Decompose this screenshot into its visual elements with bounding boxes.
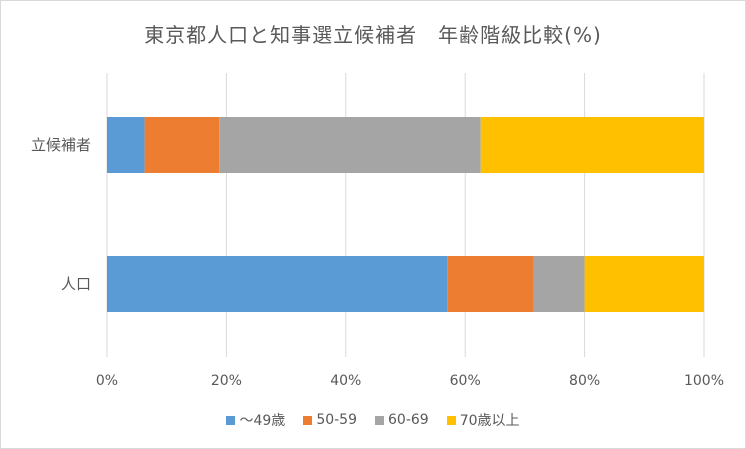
x-tick-label: 20% <box>211 373 242 389</box>
bar-segment <box>480 117 704 173</box>
legend-item: 60-69 <box>375 410 429 430</box>
legend-swatch <box>446 415 456 425</box>
legend: ～49歳 50-59 60-69 70歳以上 <box>1 410 745 430</box>
legend-swatch <box>226 415 236 425</box>
legend-swatch <box>303 415 313 425</box>
chart-title: 東京都人口と知事選立候補者 年齢階級比較(%) <box>144 23 602 47</box>
x-tick-label: 80% <box>569 373 600 389</box>
legend-label: 70歳以上 <box>459 413 520 429</box>
bar-segment <box>533 256 585 312</box>
x-tick-label: 100% <box>684 373 724 389</box>
legend-swatch <box>375 415 384 425</box>
legend-item: 70歳以上 <box>446 410 520 430</box>
bar-segment <box>447 256 534 312</box>
bar-segment <box>144 117 220 173</box>
category-label: 人口 <box>61 275 91 293</box>
x-tick-label: 0% <box>96 373 118 389</box>
bar-segment <box>107 117 145 173</box>
x-tick-label: 40% <box>330 373 361 389</box>
legend-item: ～49歳 <box>226 410 285 430</box>
legend-label: 60-69 <box>388 412 429 428</box>
x-tick-label: 60% <box>450 373 481 389</box>
category-label: 立候補者 <box>31 136 91 154</box>
legend-label: ～49歳 <box>239 413 286 429</box>
legend-item: 50-59 <box>303 410 357 430</box>
bar-segment <box>584 256 704 312</box>
legend-label: 50-59 <box>316 412 357 428</box>
bar-segment <box>219 117 481 173</box>
bar-segment <box>107 256 448 312</box>
